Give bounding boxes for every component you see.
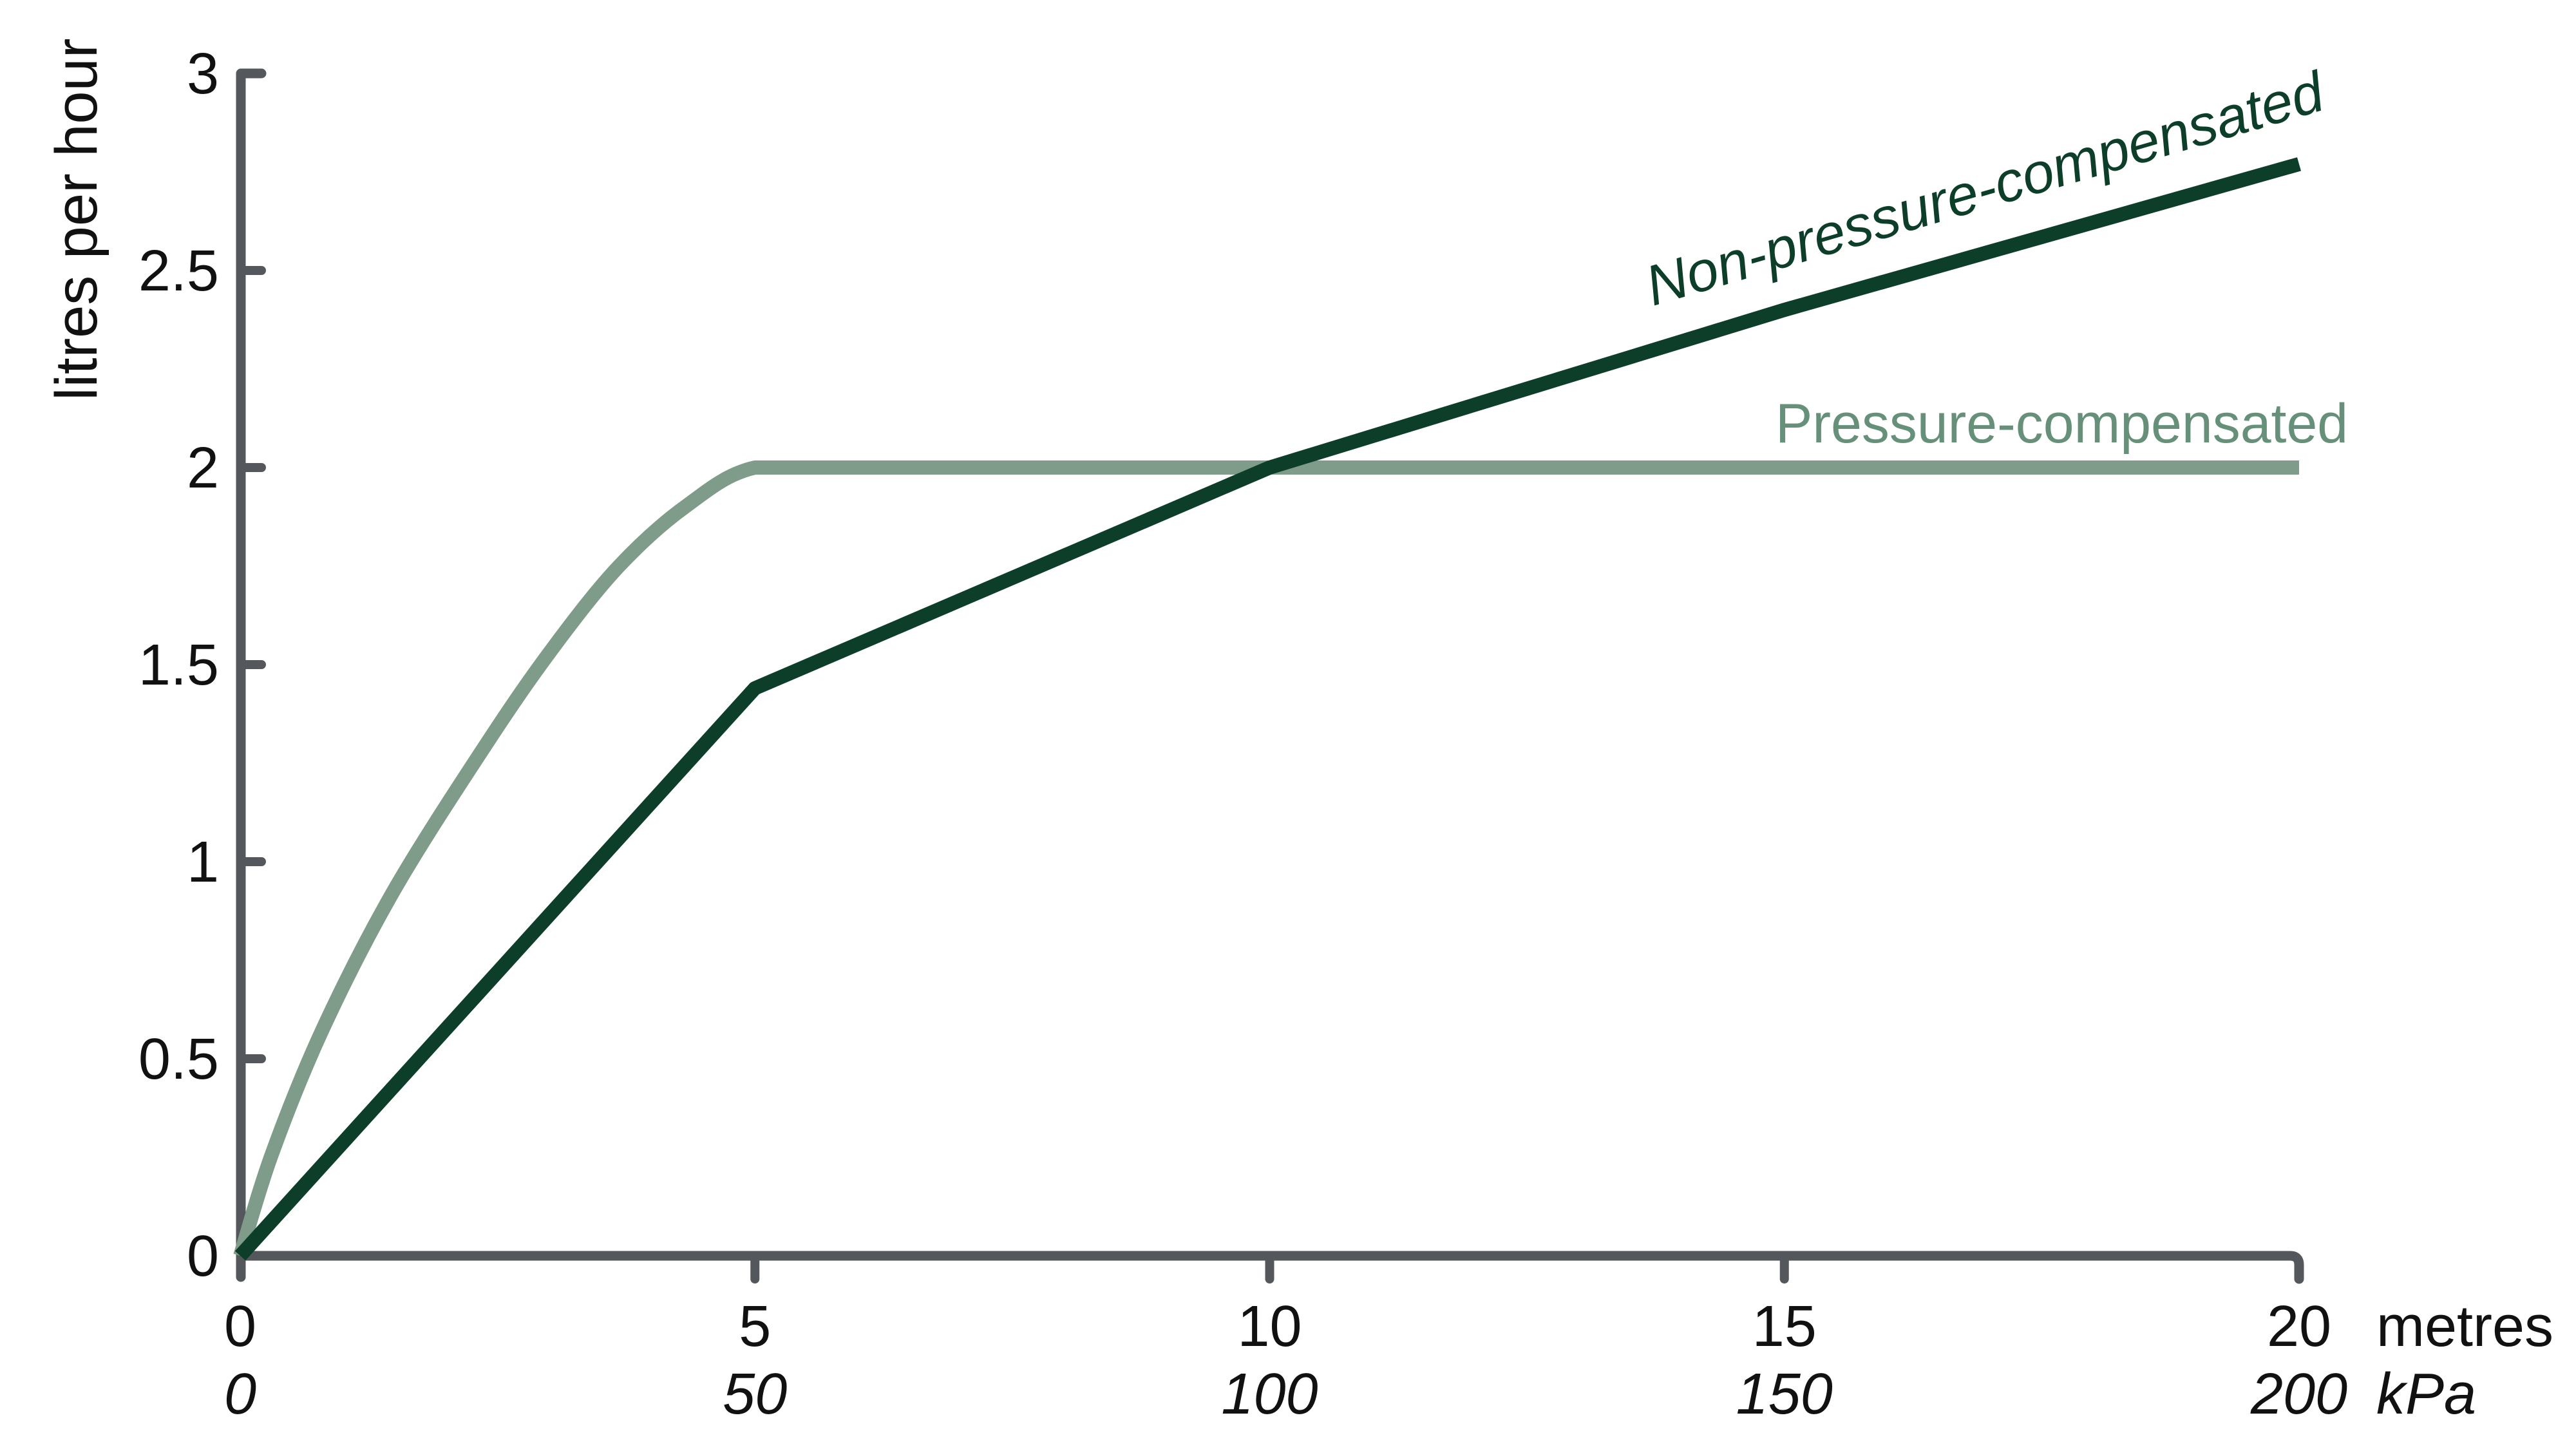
x-tick-label-kpa: 200 [2250,1362,2347,1426]
x-tick-label-metres: 10 [1237,1294,1302,1359]
y-axis-title: litres per hour [44,39,109,401]
x-tick-label-metres: 0 [224,1294,256,1359]
x-tick-label-kpa: 50 [723,1362,787,1426]
y-tick-label: 3 [187,42,219,106]
x-tick-label-kpa: 0 [224,1362,256,1426]
series-label-pressure-compensated: Pressure-compensated [1776,393,2348,455]
x-tick-label-metres: 15 [1752,1294,1817,1359]
x-tick-label-kpa: 150 [1736,1362,1833,1426]
y-tick-label: 1 [187,830,219,895]
y-tick-label: 2.5 [138,239,219,303]
y-tick-label: 1.5 [138,633,219,697]
y-axis-line [236,68,267,1282]
y-tick-label: 0 [187,1224,219,1289]
x-axis-unit-metres: metres [2376,1294,2553,1359]
series-line-non-pressure-compensated [234,157,2301,1261]
x-tick-label-kpa: 100 [1221,1362,1318,1426]
y-tick-label: 0.5 [138,1027,219,1092]
x-axis-line [236,1251,2304,1284]
series-line-pressure-compensated [233,460,2299,1258]
x-axis-unit-kpa: kPa [2376,1362,2476,1426]
y-tick-label: 2 [187,436,219,500]
x-tick-label-metres: 20 [2267,1294,2331,1359]
x-tick-label-metres: 5 [739,1294,771,1359]
